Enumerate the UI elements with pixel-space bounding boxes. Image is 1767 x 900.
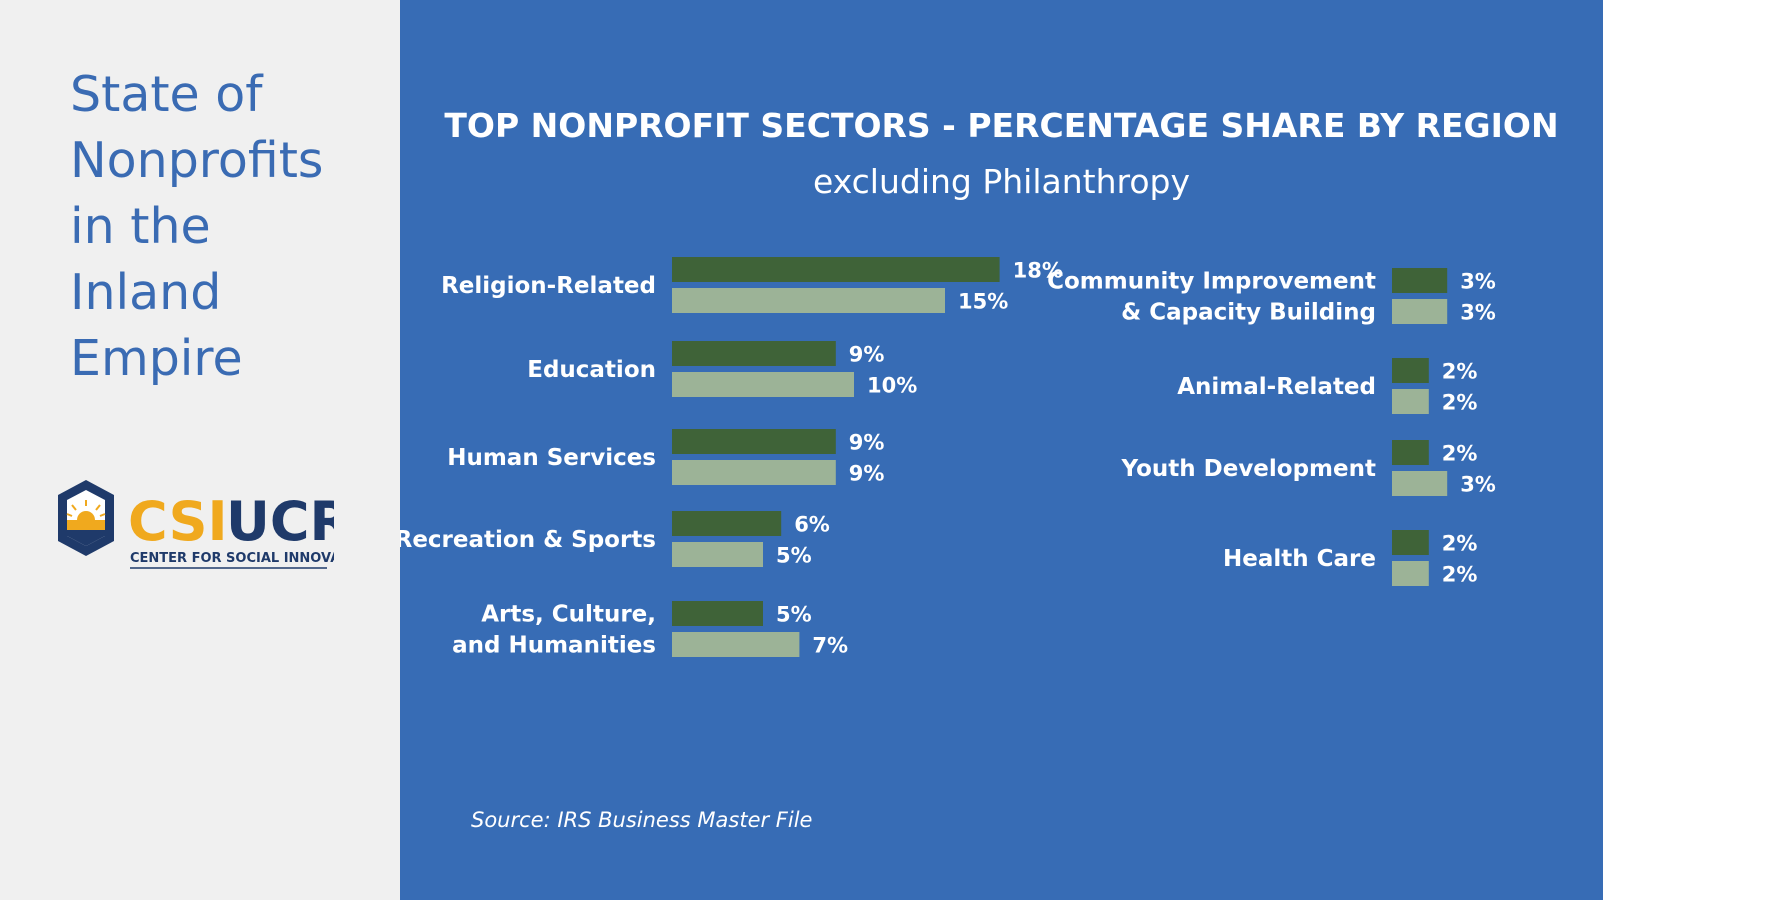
bar-value-label: 2% xyxy=(1442,442,1478,466)
bar xyxy=(672,511,782,536)
side-title: State of Nonprofits in the Inland Empire xyxy=(70,62,370,392)
category-label: Recreation & Sports xyxy=(400,527,656,553)
bar-value-label: 2% xyxy=(1442,391,1478,415)
sidebar-panel xyxy=(0,0,400,900)
bar-chart: 18%15% Religion-Related 9% 10% Education 9% 9%… xyxy=(400,257,1496,659)
side-title-line: Inland xyxy=(70,264,222,321)
bar-value-label: 9% xyxy=(849,462,885,486)
bar-value-label: 10% xyxy=(867,374,917,398)
bar xyxy=(1392,561,1429,586)
bar xyxy=(1392,268,1448,293)
bar xyxy=(1392,358,1429,383)
side-title-line: in the xyxy=(70,198,211,255)
bar xyxy=(1392,440,1429,465)
bar-value-label: 18% xyxy=(1013,259,1063,283)
bar xyxy=(672,341,836,366)
bar xyxy=(672,601,763,626)
category-label: Religion-Related xyxy=(441,273,656,299)
side-title-line: State of xyxy=(70,66,263,123)
logo-brand-csi: CSI xyxy=(128,490,228,553)
csiucr-logo: CSI UCR CENTER FOR SOCIAL INNOVATION xyxy=(58,480,334,569)
bar xyxy=(672,429,836,454)
bar-value-label: 6% xyxy=(794,513,830,537)
bar-value-label: 2% xyxy=(1442,360,1478,384)
category-label: Education xyxy=(527,357,656,383)
bar-value-label: 7% xyxy=(812,634,848,658)
category-label: and Humanities xyxy=(452,633,656,659)
bar xyxy=(1392,530,1429,555)
bar-value-label: 5% xyxy=(776,603,812,627)
bar xyxy=(672,542,763,567)
bar-value-label: 3% xyxy=(1460,473,1496,497)
category-label: Human Services xyxy=(447,445,656,471)
logo-brand-ucr: UCR xyxy=(226,490,334,553)
bar xyxy=(672,632,800,657)
bar-value-label: 15% xyxy=(958,290,1008,314)
bar xyxy=(1392,471,1448,496)
category-label: & Capacity Building xyxy=(1121,300,1376,326)
bar xyxy=(1392,389,1429,414)
bar-value-label: 9% xyxy=(849,431,885,455)
category-label: Animal-Related xyxy=(1177,374,1376,400)
logo-tagline: CENTER FOR SOCIAL INNOVATION xyxy=(130,551,334,566)
category-label: Health Care xyxy=(1223,546,1376,572)
side-title-line: Empire xyxy=(70,330,243,387)
category-label: Community Improvement xyxy=(1047,269,1376,295)
sunrise-hexagon-icon xyxy=(58,480,114,556)
chart-subtitle: excluding Philanthropy xyxy=(812,162,1191,201)
bar xyxy=(1392,299,1448,324)
side-title-line: Nonprofits xyxy=(70,132,324,189)
bar-value-label: 2% xyxy=(1442,532,1478,556)
bar-value-label: 5% xyxy=(776,544,812,568)
category-label: Youth Development xyxy=(1121,456,1376,482)
bar-value-label: 9% xyxy=(849,343,885,367)
category-label: Arts, Culture, xyxy=(481,602,656,628)
source-note: Source: IRS Business Master File xyxy=(471,808,813,832)
bar xyxy=(672,460,836,485)
bar xyxy=(672,372,854,397)
bar-value-label: 3% xyxy=(1460,270,1496,294)
bar-value-label: 3% xyxy=(1460,301,1496,325)
bar xyxy=(672,257,1000,282)
chart-title: TOP NONPROFIT SECTORS - PERCENTAGE SHARE… xyxy=(444,106,1559,145)
bar-value-label: 2% xyxy=(1442,563,1478,587)
bar xyxy=(672,288,945,313)
